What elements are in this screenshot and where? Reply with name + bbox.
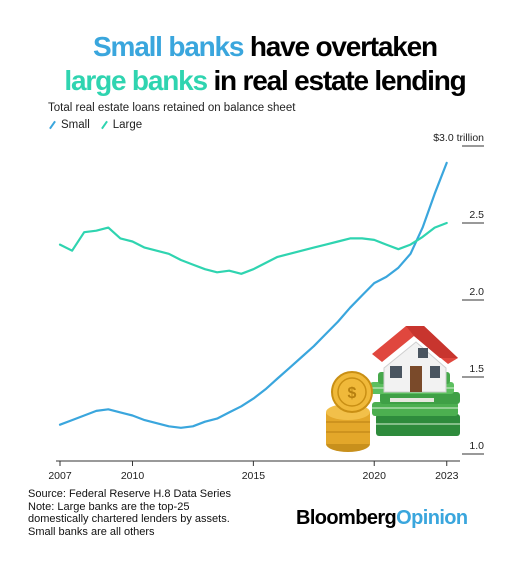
y-tick-label: 2.5 xyxy=(469,209,484,221)
y-tick-label: $3.0 trillion xyxy=(433,132,484,144)
legend-item-large: Large xyxy=(100,119,142,131)
house-icon xyxy=(372,326,458,393)
x-tick-label: 2010 xyxy=(121,470,145,482)
coin-stack-icon: $ xyxy=(326,371,373,452)
title-highlight-small: Small banks xyxy=(93,31,244,62)
source-note: Source: Federal Reserve H.8 Data Series xyxy=(28,488,231,500)
title-rest-2: in real estate lending xyxy=(206,65,466,96)
chart-footnote: Source: Federal Reserve H.8 Data Series … xyxy=(28,488,231,538)
brand-suffix: Opinion xyxy=(396,507,468,529)
x-tick-label: 2007 xyxy=(48,470,72,482)
y-tick-label: 2.0 xyxy=(469,286,484,298)
bloomberg-opinion-logo: BloombergOpinion xyxy=(296,507,468,530)
y-tick-label: 1.0 xyxy=(469,440,484,452)
note-line-2: domestically chartered lenders by assets… xyxy=(28,513,230,525)
legend-label-small: Small xyxy=(61,119,90,131)
title-rest-1: have overtaken xyxy=(243,31,438,62)
note-line-3: Small banks are all others xyxy=(28,525,155,538)
legend-label-large: Large xyxy=(112,119,143,131)
x-axis: 2007 2010 2015 2020 2023 xyxy=(48,460,460,482)
brand-name: Bloomberg xyxy=(296,507,397,529)
y-axis: 1.0 1.5 2.0 2.5 $3.0 trillion xyxy=(433,132,484,455)
chart-legend: Small Large xyxy=(48,119,142,131)
series-line-small xyxy=(58,161,448,429)
series-line-large xyxy=(58,221,448,275)
chart-title-line-1: Small banks have overtaken xyxy=(0,30,530,64)
chart-title-line-2: large banks in real estate lending xyxy=(0,64,530,98)
legend-item-small: Small xyxy=(48,119,90,131)
series-layer xyxy=(58,161,448,429)
note-line-1: Note: Large banks are the top-25 xyxy=(28,500,190,513)
y-tick-label: 1.5 xyxy=(469,363,484,375)
x-tick-label: 2020 xyxy=(363,470,387,482)
x-tick-label: 2023 xyxy=(435,470,459,482)
title-highlight-large: large banks xyxy=(64,65,208,96)
house-on-money-and-coins-icon: $ xyxy=(326,326,460,452)
svg-text:$: $ xyxy=(348,385,357,402)
x-tick-label: 2015 xyxy=(242,470,266,482)
chart-subtitle: Total real estate loans retained on bala… xyxy=(48,102,296,114)
